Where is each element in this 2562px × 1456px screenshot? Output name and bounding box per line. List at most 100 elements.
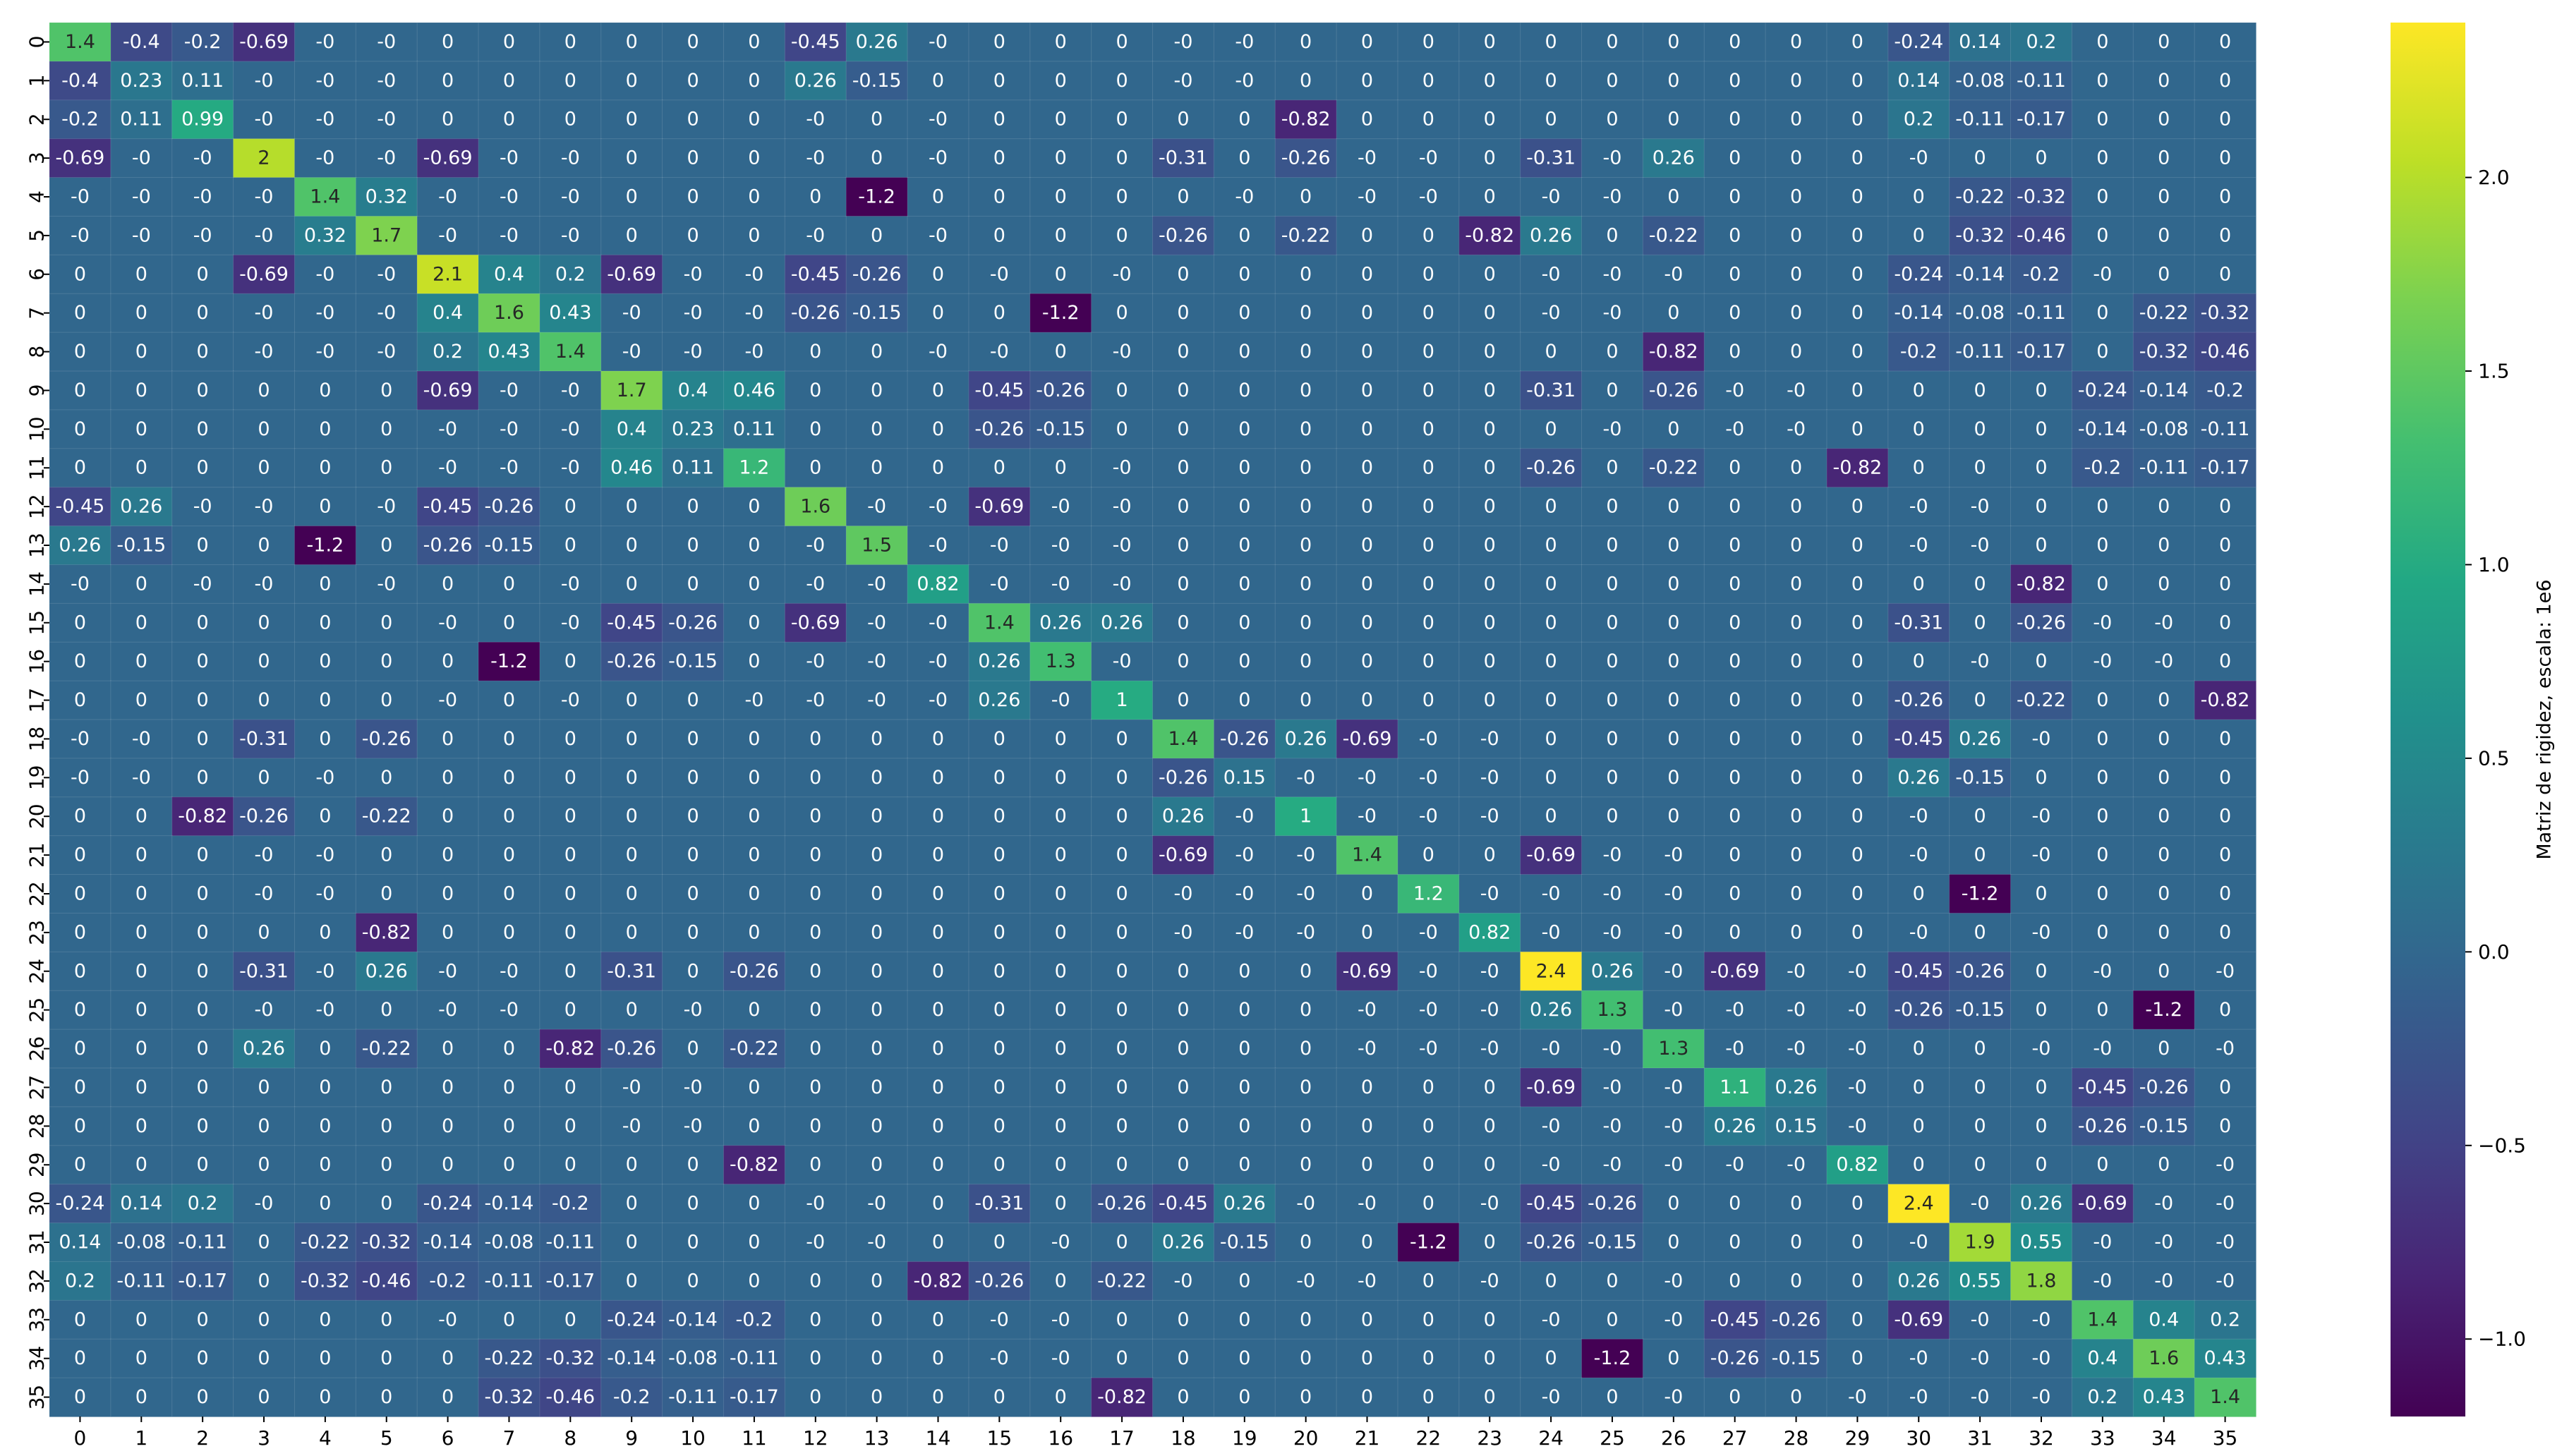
cell-value-label: 0: [1790, 109, 1802, 131]
cell-value-label: 0: [993, 1076, 1005, 1098]
cell-value-label: 0.99: [181, 109, 224, 131]
cell-value-label: 0: [2158, 767, 2170, 789]
cell-value-label: 0: [442, 573, 454, 595]
heatmap-cell: [2194, 138, 2257, 178]
cell-value-label: 0.26: [120, 496, 162, 518]
heatmap-cell: [49, 641, 111, 682]
cell-value-label: 0: [932, 380, 944, 401]
cell-value-label: -0.26: [1588, 1193, 1637, 1215]
cell-value-label: 0: [626, 844, 638, 866]
cell-value-label: 0: [1790, 341, 1802, 363]
cell-value-label: -0: [255, 109, 274, 131]
heatmap-cell: [416, 215, 480, 256]
cell-value-label: 0.26: [1897, 1270, 1940, 1292]
cell-value-label: -0.4: [123, 31, 160, 53]
cell-value-label: 0: [1177, 1115, 1189, 1137]
heatmap-cell: [1274, 22, 1338, 62]
cell-value-label: 0: [809, 380, 821, 401]
cell-value-label: 0: [1729, 302, 1741, 324]
heatmap-cell: [2132, 487, 2196, 527]
heatmap-cell: [784, 177, 847, 217]
heatmap-cell: [2194, 99, 2257, 140]
cell-value-label: -0.26: [1649, 380, 1698, 401]
cell-value-label: -0: [1971, 1309, 1990, 1330]
cell-value-label: 0: [258, 1270, 270, 1292]
cell-value-label: 0: [1238, 263, 1250, 285]
cell-value-label: 0: [1361, 70, 1373, 92]
cell-value-label: 0: [1361, 380, 1373, 401]
cell-value-label: -0.45: [1159, 1193, 1208, 1215]
cell-value-label: 0: [1606, 806, 1618, 827]
cell-value-label: -0: [867, 573, 886, 595]
cell-value-label: -0.26: [1526, 1232, 1576, 1254]
cell-value-label: -0: [315, 109, 334, 131]
cell-value-label: -0: [1235, 921, 1254, 943]
cell-value-label: 0: [932, 1386, 944, 1408]
cell-value-label: 0: [1300, 70, 1312, 92]
x-tick-label: 24: [1538, 1426, 1564, 1450]
heatmap-cell: [723, 138, 786, 178]
cell-value-label: -0: [1051, 573, 1070, 595]
heatmap-cell: [907, 526, 970, 566]
heatmap-cell: [1520, 22, 1583, 62]
cell-value-label: 0.11: [181, 70, 224, 92]
heatmap-cell: [662, 177, 725, 217]
heatmap-cell: [233, 22, 296, 62]
cell-value-label: -0: [1787, 960, 1806, 982]
cell-value-label: -0: [1787, 1154, 1806, 1176]
cell-value-label: 0: [2096, 186, 2108, 208]
cell-value-label: 0: [258, 1115, 270, 1137]
cell-value-label: -0.69: [1526, 844, 1576, 866]
cell-value-label: 0: [2096, 689, 2108, 711]
heatmap-cell: [1213, 564, 1276, 605]
cell-value-label: 0: [2158, 31, 2170, 53]
heatmap-cell: [1213, 370, 1276, 411]
cell-value-label: -0.82: [2017, 573, 2066, 595]
cell-value-label: -0.45: [1894, 728, 1943, 750]
cell-value-label: 0: [1116, 728, 1128, 750]
cell-value-label: -0: [1480, 999, 1499, 1021]
cell-value-label: 0: [197, 883, 209, 905]
cell-value-label: 0.26: [1285, 728, 1327, 750]
cell-value-label: 0: [1606, 1386, 1618, 1408]
cell-value-label: 0: [503, 31, 515, 53]
cell-value-label: 0: [687, 806, 699, 827]
cell-value-label: -0.26: [1220, 728, 1269, 750]
cell-value-label: 0: [197, 728, 209, 750]
cell-value-label: -0.4: [61, 70, 99, 92]
cell-value-label: 0.43: [2143, 1386, 2185, 1408]
heatmap-cell: [1152, 138, 1215, 178]
cell-value-label: 0: [809, 921, 821, 943]
cell-value-label: -0: [1296, 844, 1315, 866]
cell-value-label: 0: [197, 1076, 209, 1098]
cell-value-label: 1.6: [800, 496, 830, 518]
cell-value-label: 0: [993, 1232, 1005, 1254]
cell-value-label: 0: [1361, 341, 1373, 363]
cell-value-label: -0: [1664, 1309, 1683, 1330]
heatmap-cell: [845, 332, 909, 372]
cell-value-label: 0: [687, 224, 699, 246]
cell-value-label: 1.4: [2210, 1386, 2240, 1408]
cell-value-label: 0: [1729, 457, 1741, 479]
cell-value-label: -0.26: [607, 1038, 656, 1060]
cell-value-label: -0: [929, 535, 948, 557]
cell-value-label: 0: [2035, 457, 2047, 479]
cell-value-label: 0: [1055, 1270, 1067, 1292]
heatmap-cell: [1949, 177, 2012, 217]
x-tick-label: 7: [503, 1426, 516, 1450]
heatmap-cell: [1091, 177, 1154, 217]
cell-value-label: 0: [748, 612, 760, 633]
cell-value-label: 0: [380, 535, 392, 557]
cell-value-label: -0: [1602, 844, 1621, 866]
cell-value-label: 0: [1361, 650, 1373, 672]
heatmap-cell: [49, 526, 111, 566]
heatmap-cell: [355, 293, 418, 334]
cell-value-label: 0: [1667, 496, 1679, 518]
heatmap-cell: [2010, 177, 2073, 217]
cell-value-label: 0: [258, 689, 270, 711]
cell-value-label: -0: [744, 263, 763, 285]
cell-value-label: -0: [1971, 535, 1990, 557]
cell-value-label: 0: [1116, 70, 1128, 92]
heatmap-cell: [1642, 564, 1705, 605]
cell-value-label: 0: [2096, 767, 2108, 789]
